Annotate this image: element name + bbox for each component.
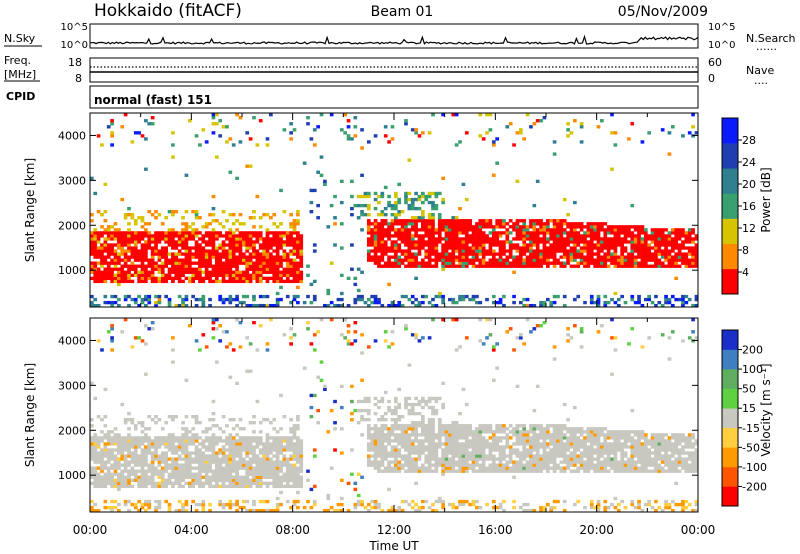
colorbar-tick: 100 bbox=[742, 363, 763, 376]
ytick-label: 4000 bbox=[58, 129, 86, 142]
xtick-label: 08:00 bbox=[275, 523, 310, 537]
colorbar-tick: 200 bbox=[742, 344, 763, 357]
cpid-text: normal (fast) 151 bbox=[94, 93, 212, 107]
colorbar-swatch bbox=[722, 388, 738, 409]
ytick-label: 1000 bbox=[58, 469, 86, 482]
nave-legend: .... bbox=[754, 74, 768, 87]
velocity-colorbar-label: Velocity [m s⁻¹] bbox=[759, 363, 773, 456]
xtick-label: 20:00 bbox=[579, 523, 614, 537]
colorbar-swatch bbox=[722, 349, 738, 370]
freq-label: Freq. bbox=[4, 54, 31, 67]
colorbar-swatch bbox=[722, 466, 738, 487]
colorbar-tick: 4 bbox=[742, 266, 749, 279]
nave-label: Nave bbox=[746, 64, 774, 77]
ytick-label: 4000 bbox=[58, 334, 86, 347]
colorbar-tick: -200 bbox=[742, 480, 767, 493]
power-panel: 1000 2000 3000 4000 Slant Range [km] 28 24 20… bbox=[23, 112, 773, 308]
colorbar-swatch bbox=[722, 143, 738, 169]
colorbar-tick: 8 bbox=[742, 244, 749, 257]
xtick-label: 00:00 bbox=[73, 523, 108, 537]
colorbar-swatch bbox=[722, 218, 738, 245]
colorbar-swatch bbox=[722, 268, 738, 295]
colorbar-swatch bbox=[722, 447, 738, 468]
ytick-label: 2000 bbox=[58, 219, 86, 232]
ytick-label: 3000 bbox=[58, 379, 86, 392]
power-ylabel: Slant Range [km] bbox=[23, 158, 37, 262]
cpid-label: CPID bbox=[6, 90, 35, 103]
colorbar-swatch bbox=[722, 168, 738, 194]
nsearch-legend: ...... bbox=[756, 40, 777, 53]
freq-unit: [MHz] bbox=[4, 68, 36, 81]
nave-tick-bottom: 0 bbox=[708, 72, 715, 85]
ytick-label: 1000 bbox=[58, 264, 86, 277]
colorbar-tick: 24 bbox=[742, 156, 756, 169]
velocity-panel: 1000 2000 3000 4000 Slant Range [km] 200 100… bbox=[23, 317, 773, 553]
nsky-tick-bottom: 10^0 bbox=[61, 40, 88, 51]
colorbar-swatch bbox=[722, 486, 738, 507]
power-colorbar-label: Power [dB] bbox=[759, 167, 773, 232]
velocity-ylabel: Slant Range [km] bbox=[23, 363, 37, 467]
colorbar-tick: -100 bbox=[742, 461, 767, 474]
freq-tick-top: 18 bbox=[68, 56, 82, 69]
nsearch-tick-bottom: 10^0 bbox=[708, 40, 735, 51]
nsky-label: N.Sky bbox=[4, 32, 36, 45]
colorbar-swatch bbox=[722, 427, 738, 448]
nsearch-tick-top: 10^5 bbox=[708, 22, 735, 33]
colorbar-swatch bbox=[722, 118, 738, 144]
xtick-label: 16:00 bbox=[478, 523, 513, 537]
colorbar-tick: 50 bbox=[742, 383, 756, 396]
nave-tick-top: 60 bbox=[708, 56, 722, 69]
date-title: 05/Nov/2009 bbox=[618, 4, 708, 20]
xlabel: Time UT bbox=[368, 539, 419, 553]
cpid-strip: CPID normal (fast) 151 bbox=[6, 85, 699, 109]
colorbar-tick: 15 bbox=[742, 402, 756, 415]
colorbar-tick: -15 bbox=[742, 422, 760, 435]
nsky-strip: N.Sky 10^5 10^0 10^5 10^0 N.Search .....… bbox=[4, 22, 796, 53]
colorbar-tick: -50 bbox=[742, 441, 760, 454]
colorbar-swatch bbox=[722, 330, 738, 350]
colorbar-swatch bbox=[722, 369, 738, 389]
colorbar-swatch bbox=[722, 408, 738, 429]
colorbar-swatch bbox=[722, 193, 738, 219]
ytick-label: 2000 bbox=[58, 424, 86, 437]
nsky-tick-top: 10^5 bbox=[61, 22, 88, 33]
colorbar-tick: 16 bbox=[742, 200, 756, 213]
colorbar-tick: 28 bbox=[742, 134, 756, 147]
xtick-label: 00:00 bbox=[681, 523, 716, 537]
nsearch-label: N.Search bbox=[746, 32, 796, 45]
power-colorbar: 28 24 20 16 12 8 4 bbox=[721, 117, 756, 295]
ytick-label: 3000 bbox=[58, 174, 86, 187]
station-title: Hokkaido (fitACF) bbox=[94, 1, 242, 21]
velocity-colorbar: 200 100 50 15 -15 -50 -100 -200 bbox=[721, 329, 767, 507]
colorbar-tick: 12 bbox=[742, 222, 756, 235]
freq-strip: Freq. [MHz] 18 8 60 0 Nave .... bbox=[4, 54, 774, 87]
freq-tick-bottom: 8 bbox=[75, 72, 82, 85]
beam-title: Beam 01 bbox=[371, 4, 434, 20]
colorbar-swatch bbox=[722, 243, 738, 270]
velocity-heatmap bbox=[90, 318, 699, 513]
power-heatmap bbox=[90, 113, 699, 308]
xtick-label: 04:00 bbox=[174, 523, 209, 537]
colorbar-tick: 20 bbox=[742, 178, 756, 191]
xtick-label: 12:00 bbox=[377, 523, 412, 537]
